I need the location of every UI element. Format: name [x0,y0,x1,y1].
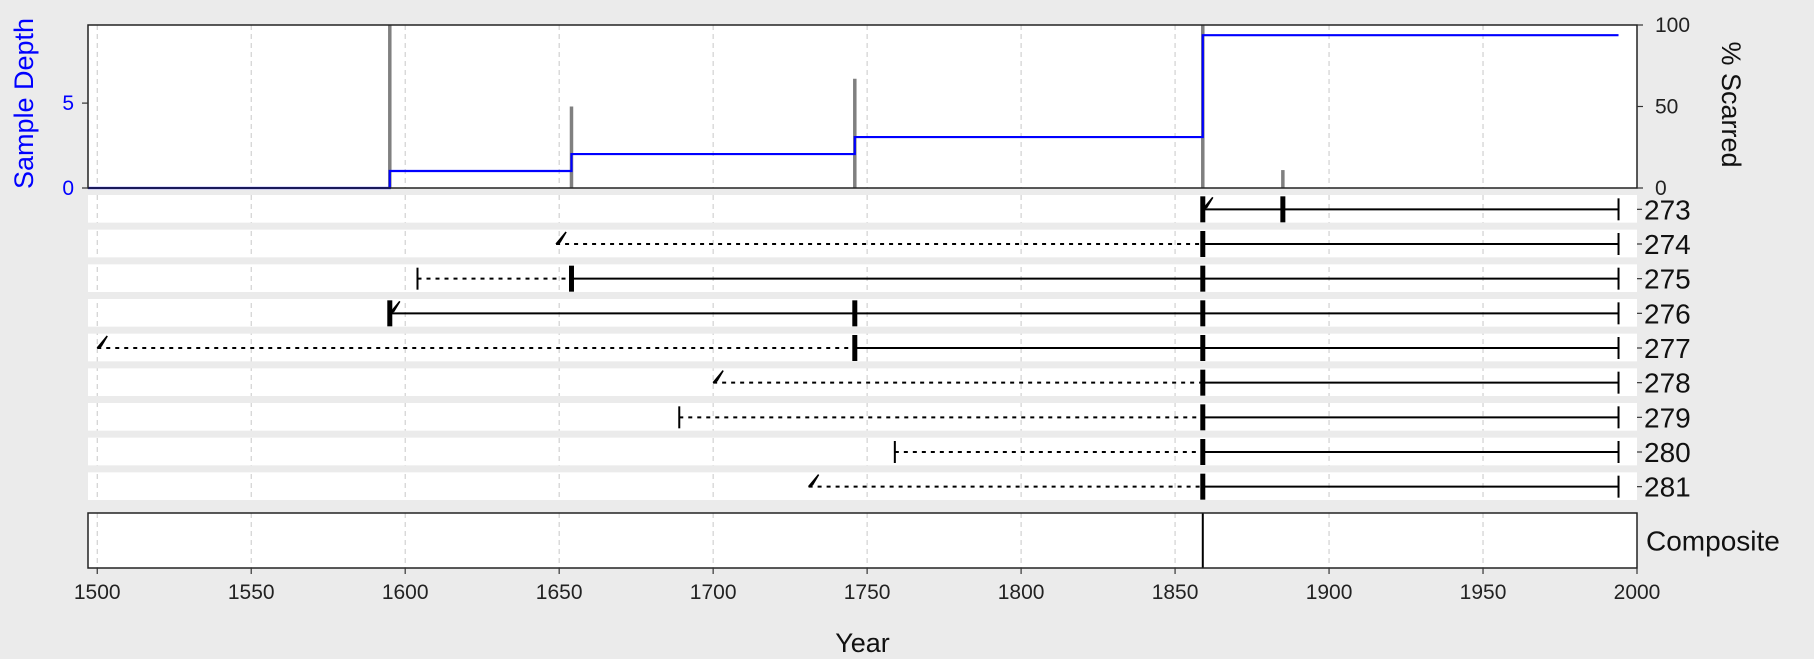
x-axis-title: Year [835,628,890,658]
pith-marker [712,370,724,384]
x-tick-label: 1550 [228,581,275,604]
x-tick-label: 2000 [1614,581,1661,604]
row-separator-band [88,222,1637,230]
x-tick-label: 1700 [690,581,737,604]
series-label: 276 [1644,298,1691,329]
composite-label: Composite [1646,526,1780,557]
top-panel-marks [88,25,1619,190]
x-tick-label: 1850 [1152,581,1199,604]
row-separator-band [88,396,1637,403]
y-right-tick-label: 100 [1655,14,1690,37]
x-tick-label: 1950 [1460,581,1507,604]
row-separator-band [88,430,1637,438]
row-separator-band [88,292,1637,299]
y-left-tick-label: 5 [62,92,74,115]
series-label: 278 [1644,368,1691,399]
x-tick-label: 1750 [844,581,891,604]
row-separator-band [88,361,1637,369]
x-tick-label: 1600 [382,581,429,604]
series-label: 275 [1644,264,1691,295]
pith-marker [555,231,567,245]
axes [82,24,1643,574]
row-separator-band [88,326,1637,334]
row-separator-band [88,500,1637,507]
series-label: 273 [1644,194,1691,225]
x-tick-label: 1800 [998,581,1045,604]
series-label: 277 [1644,333,1691,364]
y-right-tick-label: 0 [1655,177,1667,200]
series-panel [88,195,1637,507]
top-panel [88,25,1637,188]
row-separator-band [88,257,1637,265]
y-left-tick-label: 0 [62,177,74,200]
x-tick-label: 1900 [1306,581,1353,604]
pith-marker [96,335,108,349]
series-label: 280 [1644,437,1691,468]
gridlines [96,25,1484,568]
composite-panel-border [87,512,1638,569]
series-label: 281 [1644,472,1691,503]
series-label: 279 [1644,402,1691,433]
series-marks [96,196,1620,500]
pith-marker [808,474,820,488]
series-bands [88,222,1637,507]
sample-depth-axis-title: Sample Depth [9,18,39,189]
sample-depth-line [88,34,1619,190]
y-right-tick-label: 50 [1655,96,1678,119]
row-separator-band [88,465,1637,473]
series-label: 274 [1644,229,1691,260]
percent-scarred-axis-title: % Scarred [1716,41,1746,167]
x-tick-label: 1650 [536,581,583,604]
x-tick-label: 1500 [74,581,121,604]
composite-panel [88,513,1637,568]
